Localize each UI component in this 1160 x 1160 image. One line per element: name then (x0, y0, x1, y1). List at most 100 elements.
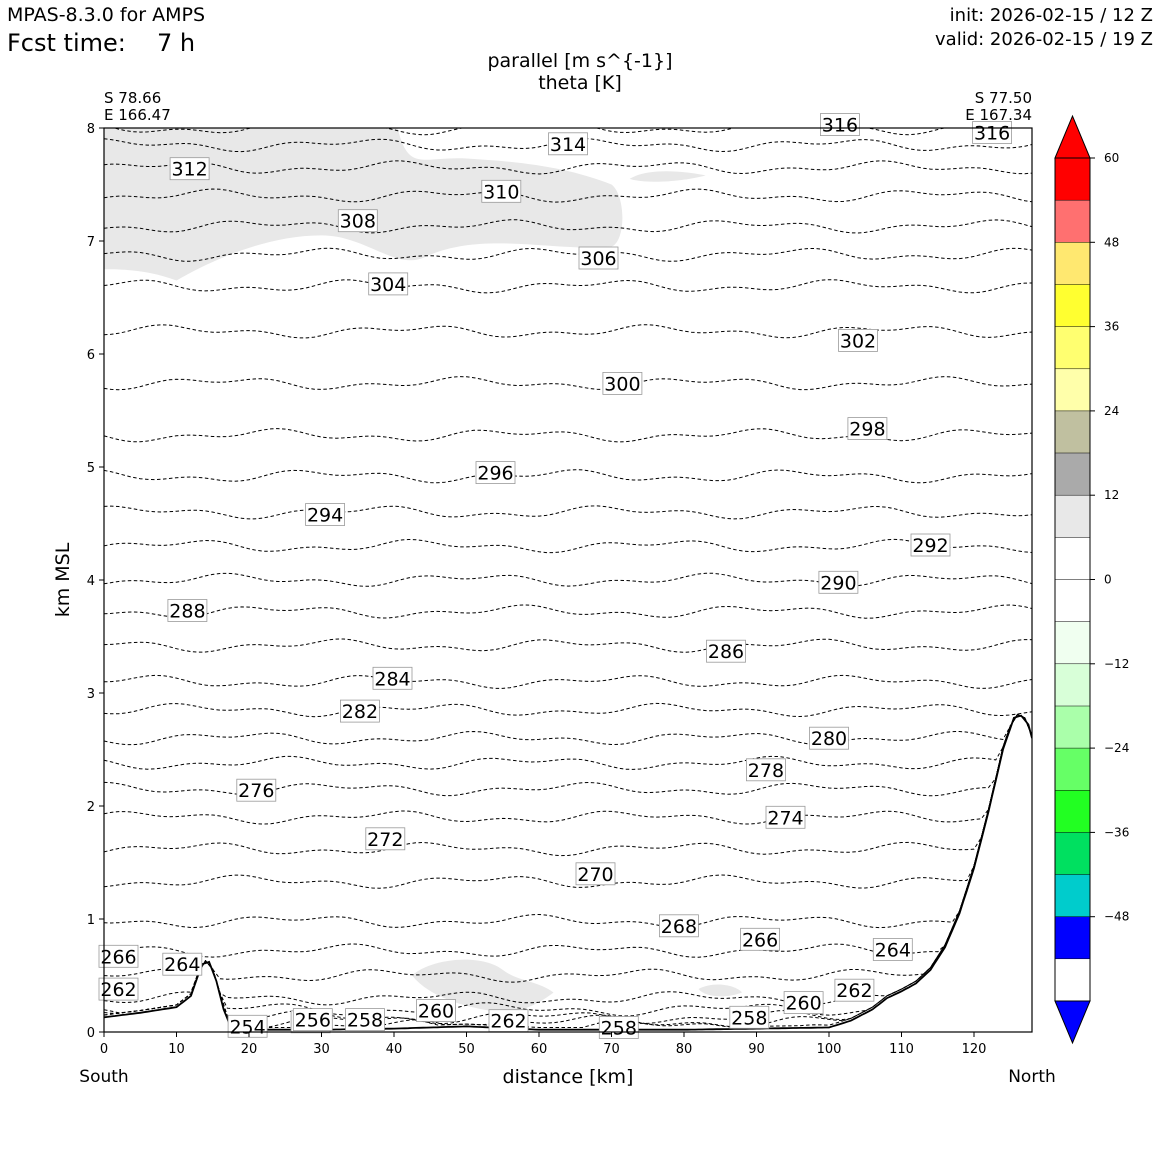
contour-label-box (339, 699, 380, 723)
y-tick-label: 5 (87, 461, 95, 476)
colorbar-segment (1055, 326, 1090, 369)
colorbar-segment (1055, 621, 1090, 664)
colorbar-tick-label: 24 (1104, 404, 1119, 418)
contour-label-box (602, 371, 643, 395)
x-tick-label: 60 (531, 1042, 548, 1057)
contour-label-text: 316 (974, 123, 1010, 145)
colorbar-tick-label: −24 (1104, 741, 1129, 755)
contour-label: 262 (488, 1009, 529, 1033)
y-tick-label: 4 (87, 574, 95, 589)
contour-label-box (578, 246, 619, 270)
contour-label-text: 258 (347, 1010, 383, 1032)
contour-label-box (475, 461, 516, 485)
valid-time: valid: 2026-02-15 / 19 Z (935, 29, 1153, 50)
contour-label: 270 (575, 862, 616, 886)
x-tick-label: 40 (386, 1042, 403, 1057)
x-tick-label: 80 (676, 1042, 693, 1057)
contour-label-box (820, 113, 860, 136)
x-tick-label: 70 (603, 1042, 620, 1057)
theta-contour-line (104, 713, 1032, 825)
colorbar-tick-label: 0 (1104, 573, 1112, 587)
y-tick-label: 0 (87, 1026, 95, 1041)
right-lon: E 167.34 (965, 106, 1032, 124)
theta-contour-line (104, 247, 1032, 262)
contour-label: 294 (305, 503, 346, 527)
contour-label: 274 (765, 805, 806, 829)
contour-label-text: 308 (340, 211, 376, 233)
contour-label-box (818, 570, 859, 594)
colorbar-tick-label: 12 (1104, 488, 1119, 502)
contour-label-text: 290 (820, 572, 856, 594)
colorbar-segment (1055, 790, 1090, 833)
contour-label-text: 280 (811, 728, 847, 750)
colorbar-tick-label: 60 (1104, 151, 1119, 165)
contour-label-text: 262 (836, 980, 872, 1002)
contour-label-box (337, 209, 378, 233)
contour-label-box (416, 999, 456, 1022)
contour-label-text: 296 (477, 463, 513, 485)
x-tick-label: 30 (313, 1042, 330, 1057)
contour-label: 316 (972, 121, 1012, 145)
colorbar-segment (1055, 537, 1090, 580)
contour-label: 286 (706, 639, 746, 663)
theta-contour-line (104, 713, 1032, 746)
contour-label-text: 266 (742, 929, 778, 951)
contour-label-box (368, 272, 409, 296)
y-axis: 0 1 2 3 4 5 6 7 8 (87, 122, 104, 1041)
contour-label-box (292, 1008, 333, 1031)
y-tick-label: 3 (87, 687, 95, 702)
right-lat: S 77.50 (975, 89, 1032, 107)
contour-label-box (706, 639, 746, 663)
colorbar-tick-label: −48 (1104, 910, 1129, 924)
init-time: init: 2026-02-15 / 12 Z (949, 5, 1153, 26)
chart-title: parallel [m s^{-1}] (487, 50, 672, 72)
theta-contour-line (104, 538, 1032, 554)
colorbar-tick-label: −36 (1104, 825, 1129, 839)
contour-label: 284 (372, 666, 413, 690)
contour-label-text: 312 (171, 159, 207, 181)
theta-contour-line (112, 128, 947, 136)
contour-label: 282 (339, 699, 380, 723)
contour-label: 296 (475, 461, 516, 485)
contour-label-box (236, 778, 277, 802)
contour-label-text: 260 (418, 1001, 454, 1023)
colorbar-segment (1055, 748, 1090, 791)
x-tick-label: 110 (889, 1042, 914, 1057)
contour-label: 264 (872, 938, 913, 962)
theta-contour-line (104, 376, 1032, 391)
shading-region (629, 171, 706, 182)
chart-subtitle: theta [K] (538, 72, 622, 94)
y-axis-label: km MSL (52, 542, 74, 617)
contour-label-box (98, 977, 139, 1001)
contour-label-box (167, 599, 208, 622)
contour-label-box (740, 927, 780, 951)
x-axis: 0 10 20 30 40 50 60 70 80 90 100 110 120 (100, 1032, 986, 1057)
contour-label-box (809, 726, 849, 750)
contour-label: 302 (838, 328, 878, 352)
contour-label-text: 300 (604, 373, 640, 395)
contour-label-text: 288 (169, 601, 205, 623)
left-direction: South (79, 1067, 128, 1087)
colorbar-segment (1055, 579, 1090, 622)
x-tick-label: 20 (241, 1042, 258, 1057)
contour-label-text: 314 (550, 134, 586, 156)
contour-label-box (548, 132, 588, 156)
colorbar-tick-label: 48 (1104, 235, 1119, 249)
x-tick-label: 0 (100, 1042, 108, 1057)
contour-label: 262 (834, 978, 875, 1002)
contour-label-box (345, 1008, 385, 1031)
x-tick-label: 100 (817, 1042, 842, 1057)
contour-label-text: 298 (849, 419, 885, 441)
contour-label: 308 (337, 209, 378, 233)
contour-label-text: 278 (748, 760, 784, 782)
y-tick-label: 1 (87, 913, 95, 928)
contour-label-box (575, 862, 616, 886)
contour-label-text: 306 (580, 248, 616, 270)
fcst-time-value: 7 h (157, 29, 196, 57)
contour-label: 264 (162, 952, 203, 976)
theta-contour-line (104, 638, 1032, 653)
contour-label-box (659, 914, 699, 938)
colorbar-segment (1055, 368, 1090, 411)
contour-label-text: 282 (342, 701, 378, 723)
